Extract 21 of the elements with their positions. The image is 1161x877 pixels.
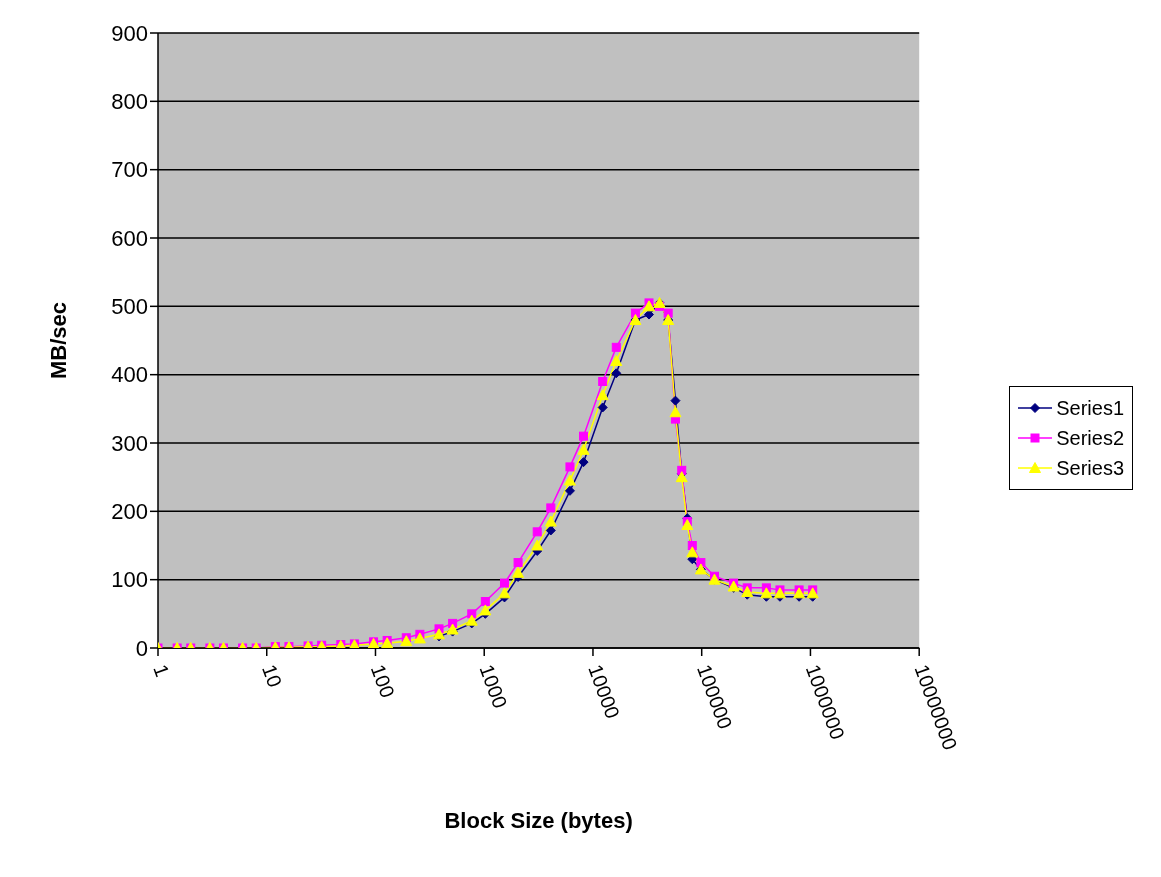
y-tick-label: 100 [111,567,148,593]
legend-label: Series3 [1056,456,1124,480]
x-tick-label: 1000 [475,661,512,711]
x-tick-label: 100000 [692,661,737,732]
y-tick-label: 600 [111,225,148,251]
y-tick-label: 700 [111,157,148,183]
y-axis-title: MB/sec [45,301,71,380]
y-tick-label: 500 [111,294,148,320]
y-tick-label: 200 [111,499,148,525]
y-tick-label: 0 [135,635,148,661]
legend-label: Series2 [1056,426,1124,450]
x-tick-label: 10 [258,661,287,691]
legend-label: Series1 [1056,396,1124,420]
y-tick-label: 900 [111,20,148,46]
x-tick-label: 1 [149,661,174,680]
x-tick-label: 100 [366,661,399,701]
y-tick-label: 400 [111,362,148,388]
x-axis-title: Block Size (bytes) [444,808,633,833]
y-tick-label: 800 [111,89,148,115]
y-tick-label: 300 [111,430,148,456]
x-tick-label: 10000 [584,661,624,722]
